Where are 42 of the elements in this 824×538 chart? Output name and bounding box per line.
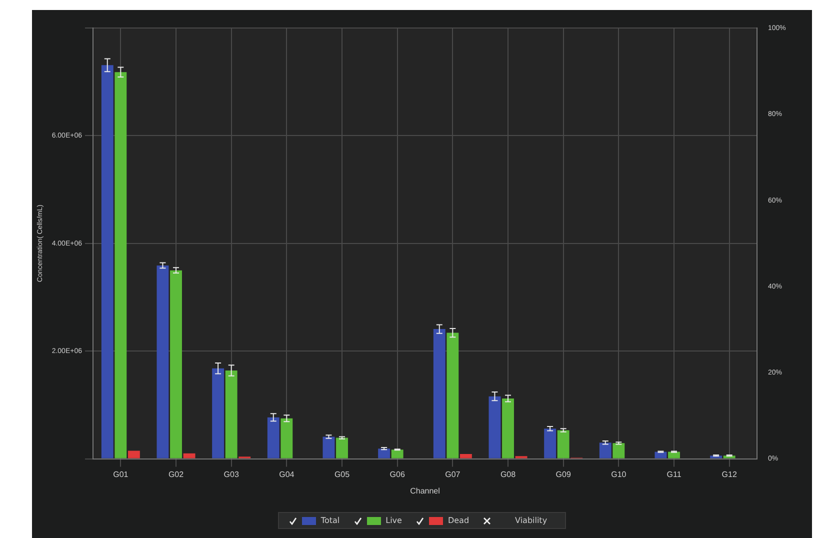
bar (502, 398, 514, 458)
bar (599, 442, 612, 458)
bar (336, 438, 348, 458)
bar (446, 332, 459, 458)
bar (101, 65, 114, 458)
x-tick-label: G09 (556, 470, 572, 479)
legend-label: Live (386, 516, 402, 525)
bar (460, 454, 472, 458)
bar (322, 436, 335, 458)
bar (544, 428, 556, 458)
bar (225, 370, 238, 458)
bar (488, 396, 501, 458)
text: Viability (515, 516, 548, 525)
bar (612, 443, 625, 458)
bar (114, 72, 127, 458)
x-tick-label: G02 (168, 470, 184, 479)
bar (557, 430, 570, 458)
x-tick-label: G01 (113, 470, 129, 479)
x-tick-label: G08 (500, 470, 516, 479)
x-axis-title: Channel (410, 486, 440, 496)
x-tick-label: G11 (666, 470, 682, 479)
bar (280, 418, 293, 458)
bar (128, 450, 140, 458)
bar (378, 448, 390, 458)
bar (212, 368, 224, 458)
legend-label: Total (320, 516, 340, 525)
bar (654, 452, 667, 458)
bar (156, 265, 169, 458)
bar (267, 417, 280, 458)
legend-label: Dead (448, 516, 470, 525)
x-tick-label: G04 (279, 470, 295, 479)
x-tick-label: G12 (722, 470, 738, 479)
x-tick-label: G06 (390, 470, 406, 479)
x-tick-label: G07 (445, 470, 461, 479)
x-tick-label: G05 (334, 470, 350, 479)
bar (668, 452, 680, 458)
bar (391, 450, 404, 458)
bar (170, 270, 182, 458)
x-tick-label: G10 (611, 470, 627, 479)
bar (433, 329, 446, 458)
bar (183, 453, 196, 458)
x-tick-label: G03 (224, 470, 240, 479)
